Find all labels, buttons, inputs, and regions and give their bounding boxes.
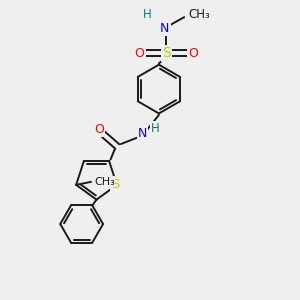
Text: O: O xyxy=(94,123,104,136)
Text: N: N xyxy=(160,22,170,34)
Text: CH₃: CH₃ xyxy=(94,177,115,187)
Text: O: O xyxy=(135,47,145,60)
Text: O: O xyxy=(188,47,198,60)
Text: H: H xyxy=(151,122,159,134)
Text: S: S xyxy=(162,46,171,60)
Text: S: S xyxy=(111,178,120,191)
Text: N: N xyxy=(138,127,147,140)
Text: H: H xyxy=(143,8,152,21)
Text: CH₃: CH₃ xyxy=(188,8,210,21)
